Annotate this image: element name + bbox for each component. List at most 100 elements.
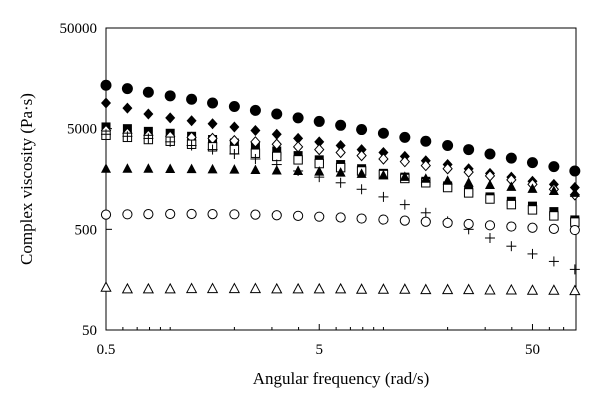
open-square-marker bbox=[485, 194, 495, 204]
plus-marker bbox=[229, 149, 240, 160]
filled-diamond-marker bbox=[101, 97, 111, 109]
y-axis-title: Complex viscosity (Pa·s) bbox=[17, 93, 36, 265]
filled-triangle-marker bbox=[271, 165, 282, 175]
filled-triangle-marker bbox=[506, 181, 517, 191]
open-circle-marker bbox=[143, 209, 154, 220]
plus-marker bbox=[484, 233, 495, 244]
filled-triangle-marker bbox=[420, 173, 431, 183]
open-triangle-marker bbox=[292, 282, 304, 294]
open-circle-marker bbox=[271, 210, 282, 221]
filled-circle-marker bbox=[420, 135, 432, 147]
open-triangle-marker bbox=[271, 282, 283, 294]
filled-triangle-marker bbox=[378, 169, 389, 180]
filled-circle-marker bbox=[271, 108, 283, 120]
open-circle-marker bbox=[186, 208, 197, 220]
filled-circle-marker bbox=[292, 112, 304, 124]
open-circle-marker bbox=[207, 209, 218, 220]
open-circle-marker bbox=[506, 221, 517, 232]
filled-circle-marker bbox=[399, 131, 411, 143]
open-triangle-marker bbox=[100, 281, 112, 292]
filled-circle-marker bbox=[356, 124, 368, 136]
open-diamond-marker bbox=[271, 138, 282, 151]
open-circle-marker bbox=[442, 217, 453, 228]
tick-labels: 0.5 5 50 50 500 5000 50000 bbox=[60, 21, 540, 358]
filled-diamond-marker bbox=[165, 112, 176, 124]
plus-marker bbox=[143, 133, 154, 144]
open-triangle-marker bbox=[355, 283, 368, 294]
open-circle-marker bbox=[399, 215, 410, 226]
open-triangle-marker bbox=[548, 284, 560, 295]
data-markers bbox=[100, 79, 581, 296]
open-circle-marker bbox=[463, 218, 474, 230]
open-circle-marker bbox=[569, 224, 580, 236]
plus-marker bbox=[207, 144, 218, 155]
filled-square-marker bbox=[272, 146, 282, 156]
filled-diamond-marker bbox=[335, 140, 346, 152]
plus-marker bbox=[378, 191, 389, 202]
y-tick-label: 5000 bbox=[67, 122, 97, 138]
open-triangle-marker bbox=[185, 282, 198, 294]
plus-marker bbox=[335, 177, 346, 188]
filled-diamond-marker bbox=[356, 144, 367, 156]
filled-circle-marker bbox=[207, 97, 219, 109]
filled-triangle-marker bbox=[165, 163, 176, 173]
open-square-marker bbox=[272, 151, 282, 162]
filled-triangle-marker bbox=[143, 163, 154, 173]
filled-circle-marker bbox=[164, 90, 176, 102]
open-triangle-marker bbox=[484, 283, 496, 295]
x-tick-label: 50 bbox=[525, 342, 540, 358]
filled-circle-marker bbox=[100, 79, 112, 91]
plus-marker bbox=[250, 153, 261, 164]
filled-circle-marker bbox=[463, 144, 475, 156]
filled-circle-marker bbox=[335, 119, 347, 131]
filled-triangle-marker bbox=[484, 179, 495, 189]
filled-triangle-marker bbox=[314, 166, 325, 176]
filled-triangle-marker bbox=[101, 163, 111, 173]
y-tick-label: 500 bbox=[75, 222, 98, 238]
filled-triangle-marker bbox=[122, 163, 133, 173]
open-circle-marker bbox=[250, 209, 261, 220]
filled-circle-marker bbox=[442, 140, 454, 152]
plus-marker bbox=[186, 140, 197, 151]
open-diamond-marker bbox=[314, 143, 325, 156]
filled-diamond-marker bbox=[143, 108, 154, 120]
open-triangle-marker bbox=[335, 282, 347, 294]
open-triangle-marker bbox=[463, 283, 475, 295]
open-circle-marker bbox=[420, 216, 431, 227]
y-tick-label: 50 bbox=[82, 323, 97, 339]
open-triangle-marker bbox=[420, 283, 432, 295]
open-triangle-marker bbox=[121, 282, 134, 294]
filled-triangle-marker bbox=[356, 168, 367, 178]
open-diamond-marker bbox=[378, 153, 389, 165]
filled-triangle-marker bbox=[229, 164, 240, 174]
plot-frame bbox=[105, 27, 577, 331]
open-triangle-marker bbox=[526, 284, 539, 295]
filled-diamond-marker bbox=[186, 115, 197, 127]
open-diamond-marker bbox=[399, 155, 411, 168]
open-circle-marker bbox=[100, 209, 112, 220]
open-triangle-marker bbox=[377, 283, 390, 294]
filled-diamond-marker bbox=[271, 128, 282, 140]
filled-triangle-marker bbox=[548, 185, 559, 196]
filled-triangle-marker bbox=[207, 163, 218, 174]
plus-marker bbox=[548, 256, 559, 267]
open-triangle-marker bbox=[142, 282, 154, 294]
open-diamond-marker bbox=[250, 136, 261, 148]
open-square-marker bbox=[506, 199, 517, 210]
plus-marker bbox=[506, 241, 517, 252]
open-circle-marker bbox=[293, 210, 304, 221]
open-circle-marker bbox=[527, 222, 538, 233]
plus-marker bbox=[527, 248, 538, 259]
open-triangle-marker bbox=[441, 283, 454, 295]
open-triangle-marker bbox=[206, 282, 219, 294]
filled-diamond-marker bbox=[314, 136, 325, 148]
plus-marker bbox=[122, 131, 133, 142]
plus-marker bbox=[420, 207, 431, 218]
open-triangle-marker bbox=[228, 282, 241, 294]
x-tick-label: 5 bbox=[315, 342, 323, 358]
filled-diamond-marker bbox=[378, 146, 389, 158]
open-triangle-marker bbox=[399, 283, 411, 294]
filled-triangle-marker bbox=[463, 177, 474, 187]
open-diamond-marker bbox=[356, 149, 367, 162]
